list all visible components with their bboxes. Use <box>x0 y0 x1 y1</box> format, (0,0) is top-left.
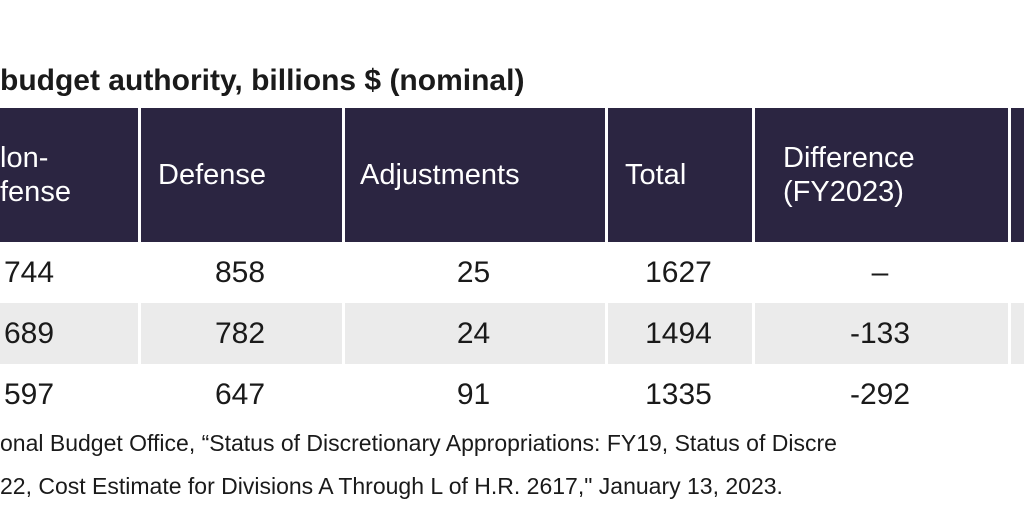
table-cell: 91 <box>456 378 491 411</box>
header-cell: Adjustments <box>360 159 520 191</box>
column-divider <box>605 108 608 420</box>
source-line: 22, Cost Estimate for Divisions A Throug… <box>0 473 783 499</box>
row-bg <box>0 303 1024 364</box>
table-cell: 782 <box>214 317 266 350</box>
column-divider <box>138 108 141 420</box>
table-cell: 597 <box>3 378 55 411</box>
row-bg <box>0 364 1024 425</box>
table-cell: 1627 <box>645 256 712 289</box>
header-band <box>0 108 1024 242</box>
column-divider <box>342 108 345 420</box>
table-cell: 25 <box>456 256 491 289</box>
header-cell: Defense <box>158 159 267 191</box>
table-cell: – <box>871 256 889 289</box>
table-cell: 1494 <box>645 317 712 350</box>
header-cell: Total <box>625 159 687 191</box>
header-cell: Difference (FY2023) <box>783 142 915 208</box>
column-divider <box>1008 108 1011 420</box>
table-cell: 1335 <box>645 378 712 411</box>
row-bg <box>0 242 1024 303</box>
source-line: onal Budget Office, “Status of Discretio… <box>0 430 837 456</box>
table-cell: 858 <box>214 256 266 289</box>
table-cell: 647 <box>214 378 266 411</box>
table-title: budget authority, billions $ (nominal) <box>0 64 525 97</box>
table-cell: -292 <box>849 378 911 411</box>
table-cell: 689 <box>3 317 55 350</box>
table-cell: -133 <box>849 317 911 350</box>
table-cell: 744 <box>3 256 55 289</box>
header-cell: lon- fense <box>0 142 71 208</box>
table-cell: 24 <box>456 317 491 350</box>
column-divider <box>752 108 755 420</box>
